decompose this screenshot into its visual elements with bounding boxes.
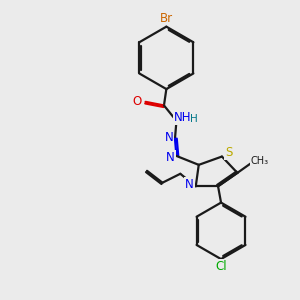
Text: CH₃: CH₃ <box>250 156 269 166</box>
Text: N: N <box>185 178 194 191</box>
Text: S: S <box>225 146 232 160</box>
Text: Cl: Cl <box>215 260 227 273</box>
Text: N: N <box>166 151 175 164</box>
Text: N: N <box>165 131 173 144</box>
Text: O: O <box>133 95 142 108</box>
Text: Br: Br <box>160 11 173 25</box>
Text: NH: NH <box>174 111 192 124</box>
Text: H: H <box>190 114 198 124</box>
